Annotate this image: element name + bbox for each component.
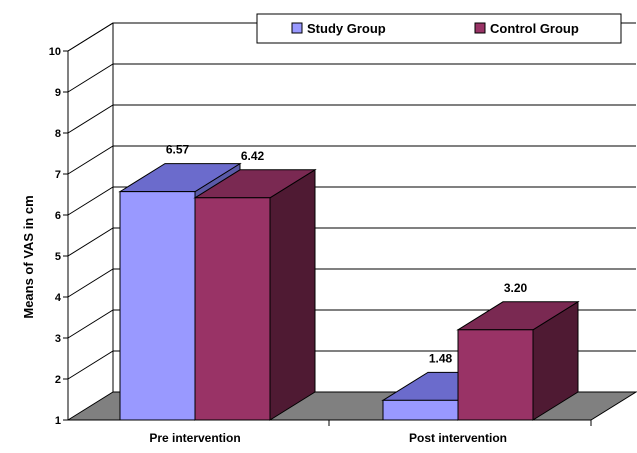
y-axis-label: Means of VAS in cm bbox=[21, 195, 36, 318]
y-tick-label: 7 bbox=[55, 169, 61, 181]
bar-front-face bbox=[194, 197, 271, 421]
bar-control-group-post bbox=[456, 300, 580, 421]
legend-swatch bbox=[291, 22, 303, 34]
gridlines bbox=[67, 22, 636, 380]
data-label: 1.48 bbox=[429, 351, 453, 365]
bar-control-group-pre bbox=[193, 168, 317, 421]
bar-front-face bbox=[119, 191, 196, 421]
bar-front-face bbox=[382, 399, 459, 421]
x-category-label: Post intervention bbox=[409, 431, 507, 445]
y-tick-label: 9 bbox=[55, 87, 61, 99]
y-tick-label: 5 bbox=[55, 251, 61, 263]
y-tick-label: 2 bbox=[55, 374, 61, 386]
data-label: 3.20 bbox=[504, 281, 528, 295]
bars bbox=[118, 162, 580, 421]
y-tick-label: 10 bbox=[49, 46, 61, 58]
legend-box bbox=[256, 13, 622, 44]
bar-side-face bbox=[269, 168, 316, 421]
y-tick-label: 3 bbox=[55, 333, 61, 345]
gridline-9 bbox=[67, 63, 636, 93]
legend-label: Control Group bbox=[490, 21, 579, 36]
legend-swatch bbox=[474, 22, 486, 34]
legend-label: Study Group bbox=[307, 21, 386, 36]
gridline-4 bbox=[67, 268, 636, 298]
x-axis: Pre intervention Post intervention bbox=[68, 419, 592, 445]
y-tick-label: 8 bbox=[55, 128, 61, 140]
data-label: 6.57 bbox=[166, 143, 190, 157]
y-axis: 1 2 3 4 5 6 7 8 9 10 bbox=[49, 46, 69, 427]
gridline-6 bbox=[67, 186, 636, 216]
bar-front-face bbox=[457, 329, 534, 421]
y-tick-label: 6 bbox=[55, 210, 61, 222]
gridline-7 bbox=[67, 145, 636, 175]
gridline-5 bbox=[67, 227, 636, 257]
y-tick-label: 1 bbox=[55, 415, 61, 427]
gridline-8 bbox=[67, 104, 636, 134]
x-category-label: Pre intervention bbox=[149, 431, 240, 445]
data-labels: 6.57 6.42 1.48 3.20 bbox=[166, 143, 528, 366]
data-label: 6.42 bbox=[241, 149, 265, 163]
legend: Study Group Control Group bbox=[256, 13, 622, 44]
gridline-3 bbox=[67, 309, 636, 339]
y-tick-label: 4 bbox=[55, 292, 62, 304]
